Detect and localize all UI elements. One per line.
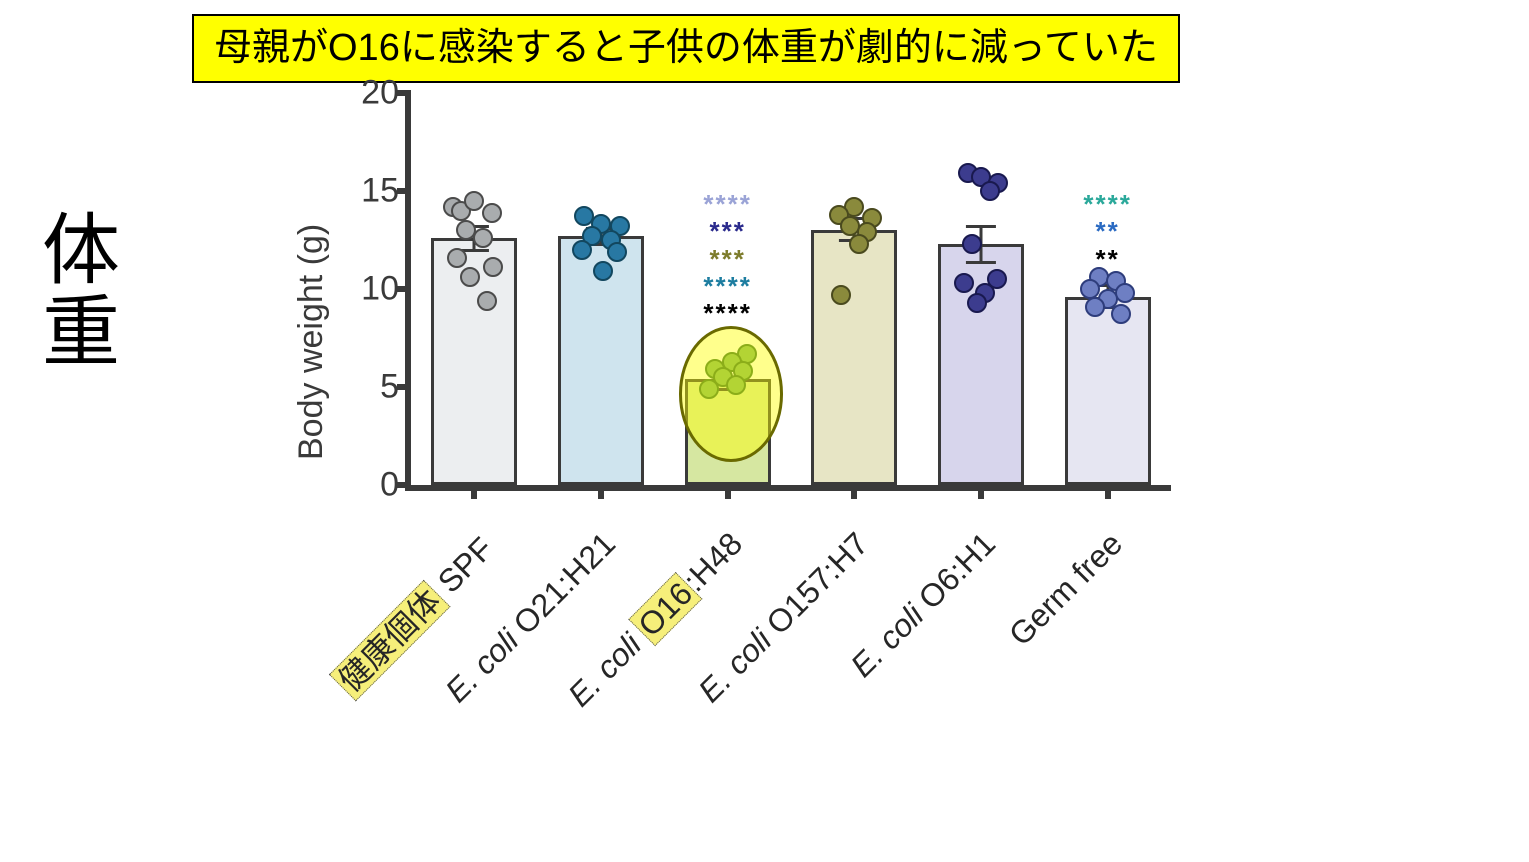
- y-tick-label: 0: [380, 466, 411, 505]
- data-point: [593, 261, 613, 281]
- data-point: [473, 228, 493, 248]
- data-point: [1085, 297, 1105, 317]
- x-tick: [598, 485, 604, 499]
- data-point: [849, 234, 869, 254]
- data-point: [726, 375, 746, 395]
- y-tick-label: 5: [380, 368, 411, 407]
- data-point: [962, 234, 982, 254]
- data-point: [980, 181, 1000, 201]
- y-tick-label: 15: [361, 172, 411, 211]
- chart-plot: 05101520健康個体 SPFE. coli O21:H21E. coli O…: [405, 93, 1171, 491]
- sig-line: ***: [703, 218, 751, 245]
- data-point: [572, 240, 592, 260]
- data-point: [954, 273, 974, 293]
- significance-annotation: ******************: [703, 191, 751, 327]
- data-point: [460, 267, 480, 287]
- side-label-line2: 重: [42, 288, 120, 376]
- x-tick: [978, 485, 984, 499]
- sig-line: ****: [703, 300, 751, 327]
- sig-line: **: [1083, 218, 1131, 245]
- x-tick: [851, 485, 857, 499]
- error-cap: [966, 261, 996, 264]
- data-point: [607, 242, 627, 262]
- significance-annotation: ********: [1083, 191, 1131, 273]
- sig-line: ***: [703, 246, 751, 273]
- data-point: [1115, 283, 1135, 303]
- x-tick: [1105, 485, 1111, 499]
- y-tick-label: 20: [361, 74, 411, 113]
- sig-line: ****: [703, 191, 751, 218]
- data-point: [483, 257, 503, 277]
- error-cap: [966, 225, 996, 228]
- side-label: 体 重: [42, 210, 120, 374]
- data-point: [447, 248, 467, 268]
- side-label-line1: 体: [42, 206, 120, 294]
- x-axis-label: Germ free: [1002, 521, 1134, 653]
- x-tick: [471, 485, 477, 499]
- x-tick: [725, 485, 731, 499]
- bar: [685, 379, 771, 485]
- data-point: [477, 291, 497, 311]
- title-banner: 母親がO16に感染すると子供の体重が劇的に減っていた: [192, 14, 1180, 83]
- data-point: [1111, 304, 1131, 324]
- data-point: [482, 203, 502, 223]
- data-point: [831, 285, 851, 305]
- data-point: [699, 379, 719, 399]
- bar: [811, 230, 897, 485]
- bar: [1065, 297, 1151, 485]
- y-tick-label: 10: [361, 270, 411, 309]
- data-point: [967, 293, 987, 313]
- sig-line: ****: [1083, 191, 1131, 218]
- sig-line: **: [1083, 246, 1131, 273]
- y-axis-title: Body weight (g): [292, 224, 331, 460]
- sig-line: ****: [703, 273, 751, 300]
- bar: [938, 244, 1024, 485]
